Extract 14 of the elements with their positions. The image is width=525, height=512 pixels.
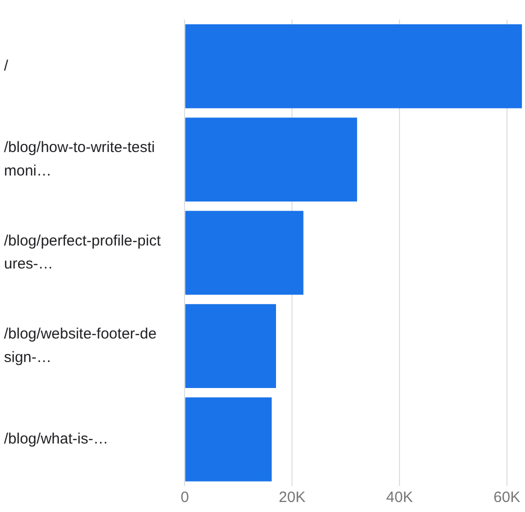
- x-tick-label: 60K: [494, 489, 520, 506]
- x-tick-label: 40K: [386, 489, 413, 506]
- bar: [185, 24, 522, 108]
- y-tick-label: /blog/how-to-write-testimoni…: [4, 139, 155, 180]
- y-tick-label: /: [4, 57, 9, 74]
- y-tick-label: /blog/website-footer-design-…: [4, 326, 157, 366]
- x-tick-label: 20K: [278, 489, 306, 506]
- bar: [185, 304, 276, 388]
- bar: [185, 118, 358, 202]
- bar: [185, 397, 272, 482]
- x-tick-label: 0: [180, 489, 189, 506]
- bar: [185, 210, 304, 295]
- y-tick-label: /blog/perfect-profile-pictures-…: [4, 232, 162, 273]
- y-tick-label: /blog/what-is-…: [4, 430, 108, 448]
